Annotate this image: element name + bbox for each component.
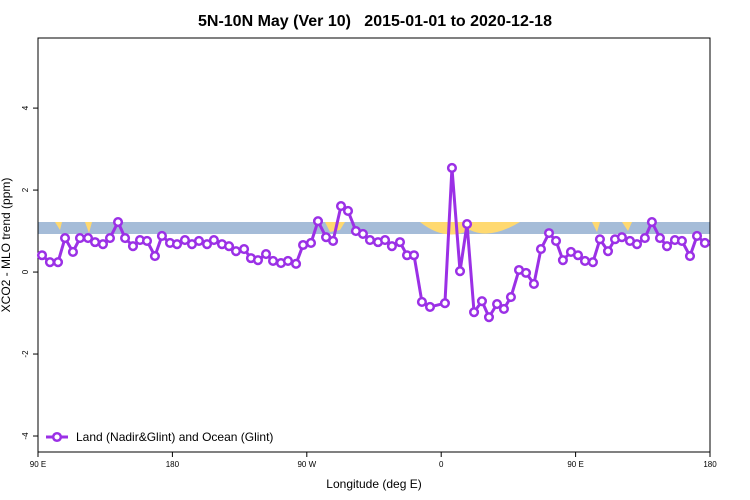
data-point (342, 205, 354, 217)
data-point (572, 250, 584, 261)
plot-frame (37, 37, 711, 453)
data-point (408, 250, 420, 261)
data-point (260, 248, 272, 260)
data-point (112, 216, 124, 228)
data-point (230, 246, 242, 257)
data-point (469, 307, 480, 318)
land-patch (420, 222, 520, 235)
data-point (44, 257, 55, 268)
data-point (89, 237, 101, 248)
x-axis-label: Longitude (deg E) (326, 477, 421, 491)
data-point (335, 201, 347, 212)
data-point (557, 255, 568, 266)
data-point (328, 235, 339, 246)
data-point (616, 232, 627, 243)
data-point (654, 232, 666, 244)
y-tick-label: 0 (21, 269, 30, 274)
data-point (535, 244, 547, 255)
data-point (676, 235, 687, 246)
data-point (454, 266, 466, 277)
x-tick-label: 180 (703, 460, 717, 469)
data-point (594, 234, 605, 245)
data-point (52, 257, 64, 268)
data-point (646, 216, 657, 228)
data-point (282, 255, 294, 267)
data-point (424, 301, 436, 312)
surface-band (38, 222, 710, 235)
data-point (149, 251, 160, 262)
data-point (639, 232, 650, 244)
data-point (67, 246, 78, 258)
y-axis-label: XCO2 - MLO trend (ppm) (0, 178, 13, 313)
data-point (380, 235, 391, 246)
data-point (476, 296, 488, 307)
land-patch (592, 222, 600, 232)
data-point (461, 219, 473, 230)
data-point (268, 255, 279, 267)
data-point (602, 246, 614, 257)
data-point (171, 239, 183, 250)
data-point (446, 162, 458, 173)
ocean-band (38, 222, 710, 234)
x-tick-label: 90 W (297, 460, 316, 469)
x-tick-label: 180 (166, 460, 180, 469)
land-patch (85, 222, 92, 233)
data-point (543, 228, 555, 239)
data-point (661, 241, 673, 252)
data-point (528, 278, 539, 289)
data-point (699, 237, 710, 249)
data-point (104, 232, 116, 244)
data-point (498, 303, 509, 314)
data-point (579, 255, 591, 267)
data-point (82, 232, 94, 244)
data-point (97, 239, 109, 250)
data-point (631, 239, 643, 250)
legend-marker (51, 431, 63, 443)
data-point (201, 239, 213, 250)
data-point (290, 258, 302, 269)
data-point (252, 255, 264, 266)
data-point (691, 230, 703, 242)
data-point (298, 239, 309, 251)
data-point (156, 230, 167, 242)
data-point (492, 298, 503, 310)
data-point (386, 241, 397, 252)
x-tick-label: 0 (439, 460, 444, 469)
x-tick-label: 90 E (567, 460, 583, 469)
data-point (59, 232, 71, 244)
data-point (127, 241, 139, 252)
data-point (684, 251, 696, 262)
data-point (357, 228, 368, 239)
y-tick-label: -4 (21, 432, 30, 440)
y-tick-label: 2 (21, 187, 30, 192)
data-point (74, 232, 86, 244)
data-point (141, 235, 153, 246)
data-point (587, 257, 598, 268)
data-point (120, 232, 131, 244)
data-point (305, 237, 317, 249)
y-tick-label: 4 (21, 105, 30, 110)
data-point (439, 298, 450, 309)
chart-title: 5N-10N May (Ver 10) 2015-01-01 to 2020-1… (198, 13, 552, 30)
legend-label: Land (Nadir&Glint) and Ocean (Glint) (76, 430, 273, 444)
y-tick-label: -2 (21, 350, 30, 358)
data-point (520, 267, 532, 278)
x-tick-label: 90 E (30, 460, 46, 469)
data-point (416, 296, 427, 308)
data-point (208, 235, 219, 246)
data-point (239, 244, 250, 255)
data-point (550, 235, 562, 246)
data-point (394, 237, 406, 248)
data-point (312, 216, 324, 227)
data-point (505, 292, 516, 303)
data-point (36, 250, 48, 261)
data-point (483, 312, 495, 323)
data-point (193, 235, 205, 246)
land-patch (55, 222, 62, 230)
data-point (364, 235, 376, 246)
land-patch (622, 222, 632, 231)
data-point (223, 241, 235, 252)
data-point (179, 235, 190, 246)
